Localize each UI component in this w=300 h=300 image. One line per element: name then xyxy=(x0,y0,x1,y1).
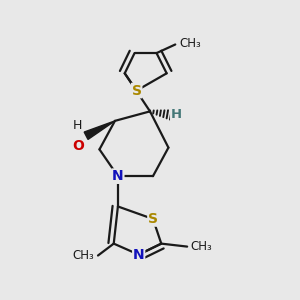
Text: S: S xyxy=(132,84,142,98)
Polygon shape xyxy=(84,121,115,140)
Text: CH₃: CH₃ xyxy=(191,240,212,253)
Text: N: N xyxy=(112,169,124,183)
Text: CH₃: CH₃ xyxy=(73,249,94,262)
Text: CH₃: CH₃ xyxy=(180,37,202,50)
Text: H: H xyxy=(171,108,182,122)
Text: N: N xyxy=(133,248,145,262)
Text: S: S xyxy=(148,212,158,226)
Text: H: H xyxy=(72,119,82,132)
Text: O: O xyxy=(73,139,85,153)
